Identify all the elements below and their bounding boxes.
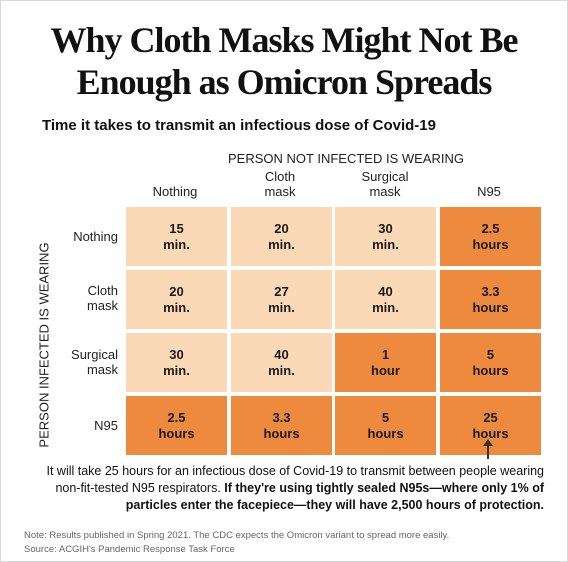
cell-value: 5	[486, 346, 495, 362]
y-axis-label: PERSON INFECTED IS WEARING	[36, 242, 52, 448]
cell-unit: hours	[263, 425, 300, 441]
cell-unit: min.	[163, 236, 190, 252]
cell-label: 1 hour	[371, 347, 400, 379]
cell-label: 30 min.	[372, 221, 399, 253]
cell-value: 30	[378, 220, 393, 236]
cell-label: 2.5 hours	[472, 221, 508, 253]
cell-unit: min.	[163, 362, 190, 378]
heatmap-cell-r0-c3: 2.5 hours	[440, 207, 541, 266]
column-header-nothing: Nothing	[152, 184, 198, 199]
annotation-line-2-plain: non-fit-tested N95 respirators.	[55, 481, 225, 495]
heatmap-cell-r0-c0: 15 min.	[126, 207, 227, 266]
cell-value: 2.5	[167, 409, 186, 425]
annotation-line-1: It will take 25 hours for an infectious …	[46, 464, 545, 478]
heatmap-cell-r3-c2: 5 hours	[335, 396, 436, 455]
column-header-surgical-mask: Surgical mask	[361, 169, 409, 199]
cell-label: 25 hours	[472, 410, 508, 442]
heatmap-cell-r3-c3: 25 hours	[440, 396, 541, 455]
heatmap-cell-r1-c0: 20 min.	[126, 270, 227, 329]
heatmap-cell-r0-c2: 30 min.	[335, 207, 436, 266]
heatmap-cell-r2-c3: 5 hours	[440, 333, 541, 392]
heatmap-cell-r0-c1: 20 min.	[231, 207, 332, 266]
cell-label: 15 min.	[163, 221, 190, 253]
heatmap-cell-r2-c2: 1 hour	[335, 333, 436, 392]
chart-source: Source: ACGIH's Pandemic Response Task F…	[24, 544, 235, 555]
cell-label: 5 hours	[472, 347, 508, 379]
annotation-arrow	[487, 441, 489, 459]
cell-unit: min.	[372, 236, 399, 252]
cell-label: 3.3 hours	[472, 284, 508, 316]
cell-label: 2.5 hours	[158, 410, 194, 442]
heatmap-cell-r2-c0: 30 min.	[126, 333, 227, 392]
cell-value: 20	[169, 283, 184, 299]
column-header-cloth-mask: Cloth mask	[264, 169, 296, 199]
heatmap-cell-r3-c0: 2.5 hours	[126, 396, 227, 455]
cell-label: 30 min.	[163, 347, 190, 379]
cell-label: 20 min.	[268, 221, 295, 253]
cell-value: 15	[169, 220, 184, 236]
annotation-line-2-bold: If they're using tightly sealed N95s—whe…	[224, 481, 544, 495]
cell-unit: hours	[472, 299, 509, 315]
cell-unit: min.	[268, 299, 295, 315]
cell-value: 40	[378, 283, 393, 299]
chart-title-line-2: Enough as Omicron Spreads	[76, 62, 493, 102]
cell-value: 30	[169, 346, 184, 362]
column-header-n95: N95	[477, 184, 501, 199]
cell-value: 3.3	[481, 283, 500, 299]
row-header-n95: N95	[94, 418, 118, 433]
heatmap-cell-r1-c3: 3.3 hours	[440, 270, 541, 329]
heatmap-cell-r1-c1: 27 min.	[231, 270, 332, 329]
heatmap-cell-r2-c1: 40 min.	[231, 333, 332, 392]
cell-unit: hour	[371, 362, 400, 378]
chart-title-line-1: Why Cloth Masks Might Not Be	[50, 20, 518, 60]
chart-subtitle: Time it takes to transmit an infectious …	[42, 117, 436, 134]
heatmap-cell-r1-c2: 40 min.	[335, 270, 436, 329]
row-header-cloth-mask: Cloth mask	[86, 283, 118, 313]
cell-value: 20	[274, 220, 289, 236]
cell-value: 3.3	[272, 409, 291, 425]
cell-value: 5	[381, 409, 390, 425]
annotation-line-3-bold: particles enter the facepiece—they will …	[125, 498, 544, 512]
cell-value: 40	[274, 346, 289, 362]
cell-unit: min.	[163, 299, 190, 315]
cell-label: 40 min.	[268, 347, 295, 379]
cell-label: 5 hours	[367, 410, 403, 442]
cell-label: 3.3 hours	[263, 410, 299, 442]
annotation-line-2: non-fit-tested N95 respirators. If they'…	[30, 480, 544, 497]
row-header-surgical-mask: Surgical mask	[71, 347, 118, 377]
cell-unit: min.	[268, 362, 295, 378]
cell-unit: hours	[367, 425, 404, 441]
cell-unit: min.	[372, 299, 399, 315]
row-header-nothing: Nothing	[73, 229, 118, 244]
cell-value: 25	[483, 409, 498, 425]
annotation-text: It will take 25 hours for an infectious …	[30, 463, 545, 514]
annotation-line-3: particles enter the facepiece—they will …	[30, 497, 544, 514]
heatmap-cell-r3-c1: 3.3 hours	[231, 396, 332, 455]
cell-unit: hours	[472, 236, 509, 252]
cell-unit: min.	[268, 236, 295, 252]
cell-unit: hours	[158, 425, 195, 441]
cell-label: 27 min.	[268, 284, 295, 316]
cell-value: 2.5	[481, 220, 500, 236]
cell-value: 27	[274, 283, 289, 299]
x-axis-label: PERSON NOT INFECTED IS WEARING	[228, 151, 464, 166]
cell-label: 20 min.	[163, 284, 190, 316]
cell-unit: hours	[472, 425, 509, 441]
cell-value: 1	[381, 346, 390, 362]
cell-unit: hours	[472, 362, 509, 378]
cell-label: 40 min.	[372, 284, 399, 316]
chart-note: Note: Results published in Spring 2021. …	[24, 530, 450, 541]
